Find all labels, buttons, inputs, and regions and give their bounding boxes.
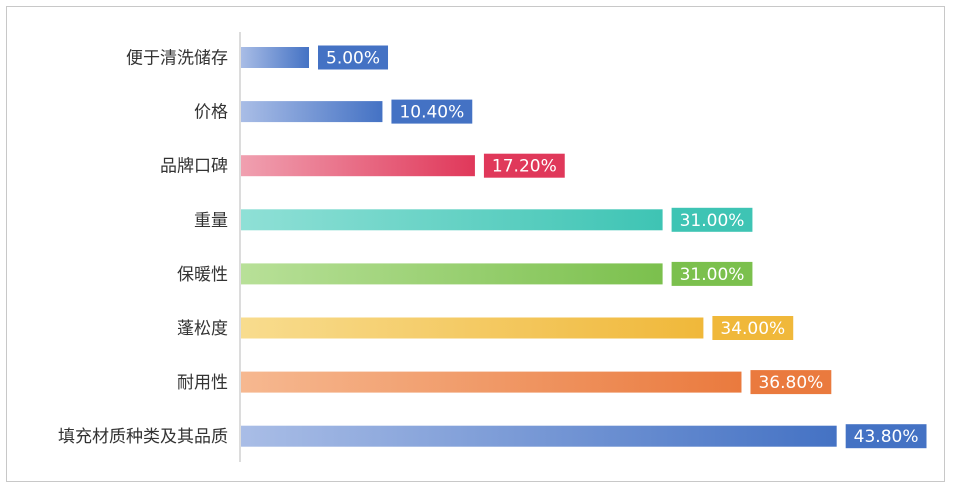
data-label-box bbox=[391, 99, 473, 124]
bar bbox=[241, 209, 663, 231]
data-label: 34.00% bbox=[720, 319, 785, 339]
bar bbox=[241, 263, 663, 285]
data-label: 17.20% bbox=[492, 157, 557, 177]
data-label: 10.40% bbox=[399, 103, 464, 123]
data-label: 31.00% bbox=[680, 211, 745, 231]
data-label-box bbox=[750, 370, 832, 395]
data-label: 43.80% bbox=[854, 427, 919, 447]
bar bbox=[241, 317, 704, 339]
data-label-box bbox=[483, 153, 565, 178]
category-label: 便于清洗储存 bbox=[126, 49, 228, 69]
category-label: 耐用性 bbox=[177, 373, 228, 393]
data-label: 5.00% bbox=[326, 49, 380, 69]
bar bbox=[241, 155, 475, 177]
data-label: 36.80% bbox=[758, 373, 823, 393]
bar bbox=[241, 47, 309, 68]
category-label: 重量 bbox=[194, 211, 228, 231]
category-label: 填充材质种类及其品质 bbox=[58, 427, 228, 447]
bar bbox=[241, 371, 742, 393]
data-label-box bbox=[845, 424, 927, 449]
category-label: 品牌口碑 bbox=[160, 157, 228, 177]
chart-frame bbox=[6, 6, 945, 482]
bar bbox=[241, 101, 383, 123]
data-label-box bbox=[712, 316, 794, 340]
category-label: 保暖性 bbox=[177, 265, 228, 285]
data-label: 31.00% bbox=[680, 265, 745, 285]
data-label-box bbox=[671, 207, 753, 232]
data-label-box bbox=[318, 45, 389, 70]
category-label: 价格 bbox=[194, 103, 228, 123]
category-label: 蓬松度 bbox=[177, 319, 228, 339]
bar bbox=[241, 425, 837, 447]
data-label-box bbox=[671, 261, 753, 286]
